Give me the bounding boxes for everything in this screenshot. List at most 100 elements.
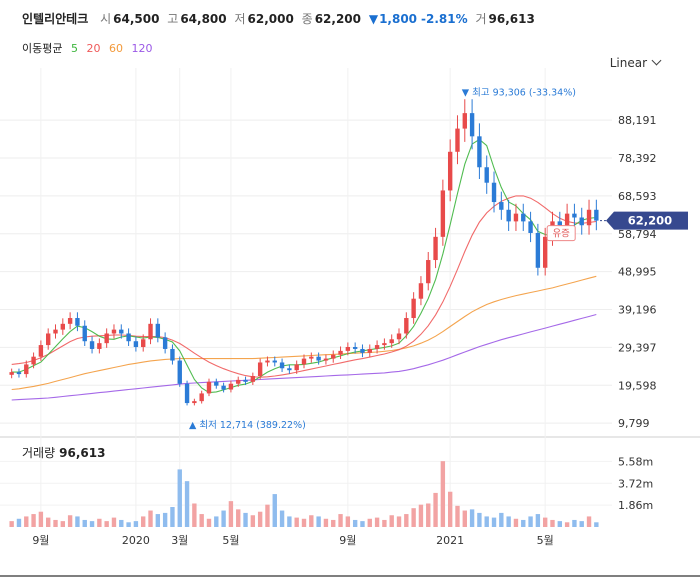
candle-body — [119, 329, 124, 334]
volume-bar — [119, 519, 124, 527]
candle-body — [374, 345, 380, 349]
ma120-legend[interactable]: 120 — [131, 42, 153, 55]
candle-body — [279, 362, 285, 369]
volume-bar — [9, 521, 14, 527]
volume-bar — [265, 504, 270, 527]
y-tick-label: 19,598 — [618, 379, 657, 392]
scale-select[interactable]: Linear — [610, 55, 662, 70]
volume-bar — [243, 512, 248, 527]
volume-bar — [89, 521, 95, 527]
candle-body — [462, 113, 467, 129]
candle-body — [148, 323, 153, 340]
candle-body — [513, 213, 519, 222]
y-tick-label: 58,794 — [618, 228, 657, 241]
volume-bar — [155, 514, 161, 527]
candle-body — [316, 356, 321, 361]
candle-body — [126, 333, 131, 342]
close-value: 62,200 — [314, 12, 361, 26]
volume-bar — [323, 518, 329, 527]
x-tick-label: 2020 — [122, 534, 150, 547]
low-value: 62,000 — [247, 12, 294, 26]
volume-bar — [469, 509, 475, 527]
candle-body — [75, 318, 80, 326]
volume-bar — [404, 514, 409, 527]
candle-body — [162, 337, 168, 349]
candle-body — [177, 360, 182, 384]
volume-bar — [418, 504, 424, 527]
candle-body — [528, 221, 533, 233]
close-label: 종 — [301, 12, 313, 26]
candle-body — [257, 362, 263, 377]
ma5-legend[interactable]: 5 — [70, 42, 78, 55]
ma20-legend[interactable]: 20 — [86, 42, 101, 55]
candle-body — [506, 209, 511, 222]
volume-bar — [389, 515, 394, 527]
candle-body — [404, 318, 409, 334]
candle-body — [60, 323, 66, 330]
candle-body — [433, 236, 438, 261]
volume-bar — [499, 512, 504, 527]
volume-bar — [367, 518, 372, 527]
x-tick-label: 3월 — [171, 534, 188, 547]
candle-body — [309, 356, 314, 359]
volume-tick-label: 1.86m — [618, 499, 653, 512]
x-tick-label: 9월 — [339, 534, 356, 547]
volume-bar — [53, 519, 58, 527]
x-tick-label: 9월 — [32, 534, 49, 547]
candle-body — [31, 356, 36, 365]
volume-bar — [535, 514, 541, 527]
current-price-label: 62,200 — [628, 214, 672, 228]
candle-body — [396, 333, 402, 340]
change-percent: -2.81% — [421, 12, 468, 26]
candle-body — [243, 379, 248, 382]
volume-bar — [360, 521, 365, 527]
candle-body — [111, 329, 117, 334]
volume-bar — [126, 522, 131, 527]
stock-name: 인텔리안테크 — [22, 12, 89, 26]
x-tick-label: 5월 — [222, 534, 239, 547]
y-tick-label: 88,191 — [618, 114, 657, 127]
ma120-line — [11, 313, 597, 401]
volume-tick-label: 3.72m — [618, 477, 653, 490]
volume-bar — [331, 519, 336, 527]
y-tick-label: 9,799 — [618, 417, 650, 430]
volume-bar — [557, 521, 562, 527]
x-tick-label: 2021 — [436, 534, 464, 547]
volume-bar — [141, 516, 146, 527]
y-tick-label: 39,196 — [618, 304, 657, 317]
candle-body — [535, 232, 541, 268]
quote-header: 인텔리안테크 시 64,500 고 64,800 저 62,000 종 62,200 ▼… — [22, 10, 539, 27]
candle-body — [360, 348, 365, 353]
open-value: 64,500 — [113, 12, 160, 26]
volume-bar — [279, 510, 285, 527]
volume-bar — [491, 517, 497, 527]
volume-bar — [133, 521, 139, 527]
volume-bar — [75, 516, 80, 527]
volume-bar — [199, 514, 204, 527]
candle-body — [9, 372, 14, 375]
candle-body — [301, 358, 307, 365]
volume-bar — [294, 517, 299, 527]
y-tick-label: 68,593 — [618, 190, 657, 203]
volume-label: 거 — [475, 12, 487, 26]
candle-body — [206, 381, 212, 394]
volume-bar — [82, 519, 87, 527]
volume-bar — [484, 516, 489, 527]
ma60-legend[interactable]: 60 — [108, 42, 123, 55]
volume-bar — [579, 521, 584, 527]
candle-body — [542, 236, 548, 268]
suspension-box — [546, 225, 576, 242]
candle-body — [228, 383, 234, 390]
candle-body — [418, 283, 424, 299]
volume-bar — [236, 509, 241, 527]
candle-body — [426, 260, 431, 284]
candle-body — [97, 343, 102, 349]
volume-bar — [338, 514, 343, 527]
candle-body — [265, 360, 270, 363]
candle-body — [89, 341, 95, 349]
volume-bar — [272, 494, 277, 527]
min-annotation: ▲ 최저 12,714 (389.22%) — [189, 420, 306, 431]
candle-body — [221, 385, 226, 390]
volume-bar — [572, 519, 577, 527]
